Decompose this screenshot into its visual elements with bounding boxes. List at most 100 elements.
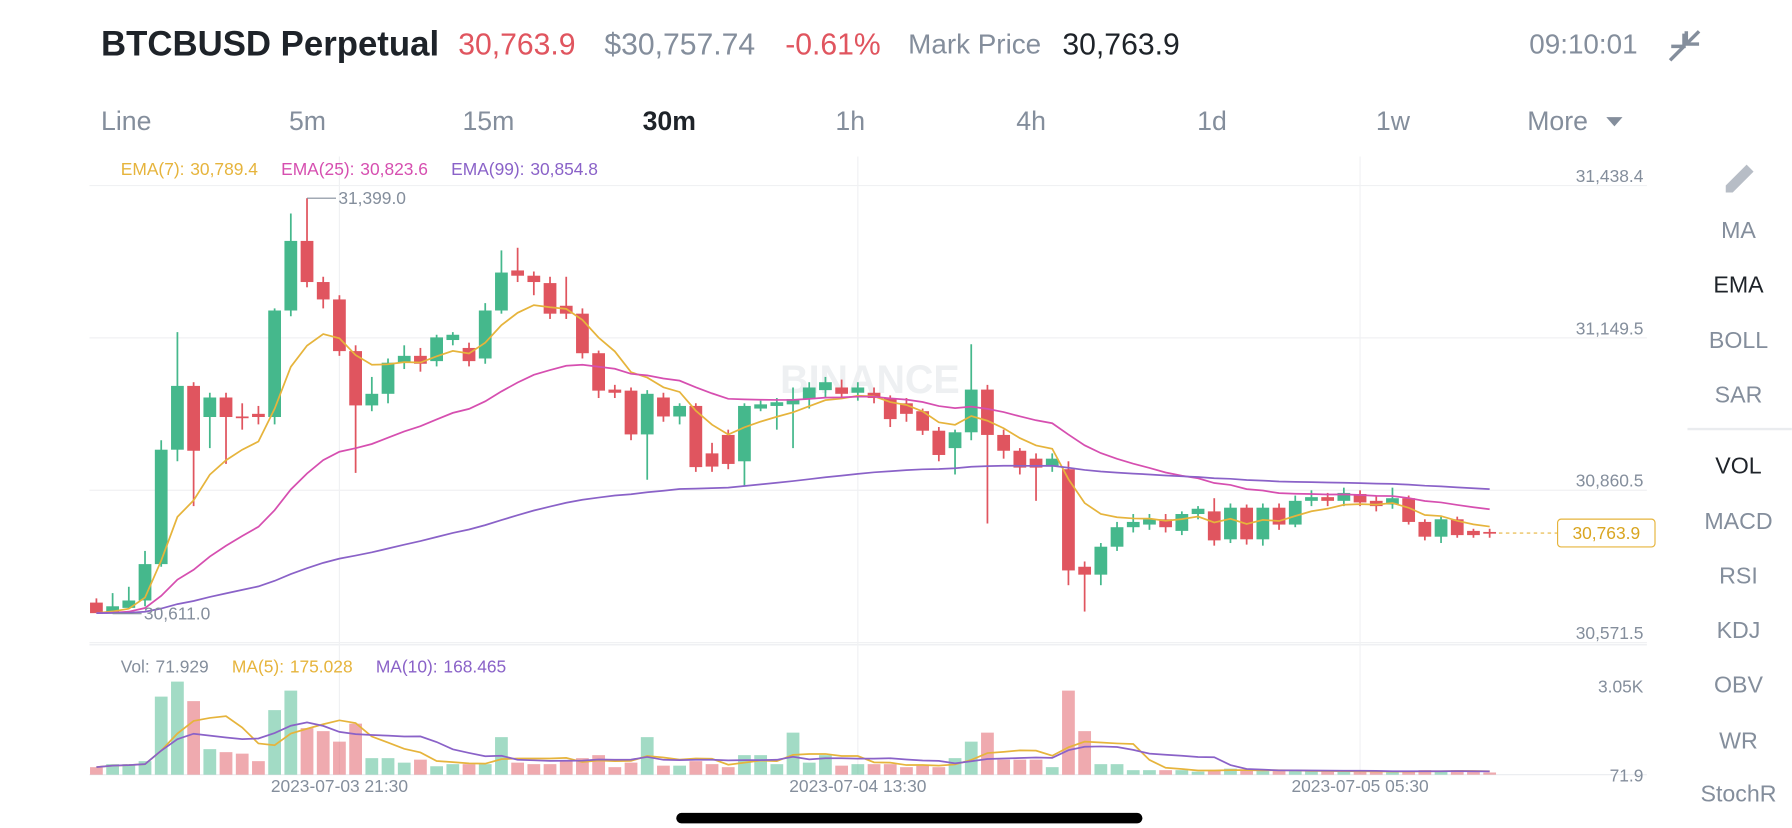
volume-bar [1467,771,1480,775]
volume-bar [1175,770,1189,775]
volume-bar [1094,764,1108,775]
volume-bar [770,764,784,775]
legend-value: 30,789.4 [190,159,258,179]
candle-body [1078,566,1092,575]
candle-body [1353,493,1367,503]
volume-bar [414,759,427,775]
volume-bar [171,681,184,775]
candle-body [203,397,217,418]
y-tick-label: 31,149.5 [1576,318,1644,338]
candle-body [1224,507,1237,540]
volume-bar [252,761,265,775]
interval-tab[interactable]: 1h [835,106,865,136]
candle-body [138,564,152,601]
candle-body [738,405,751,462]
interval-tab[interactable]: More [1527,106,1588,136]
volume-bar [948,758,962,775]
collapse-icon[interactable] [1668,30,1701,62]
legend-name: MA(5): [232,657,284,677]
interval-tab[interactable]: 1w [1376,106,1411,136]
candle-body [1272,507,1286,525]
volume-bar [1207,770,1221,775]
volume-bar [819,755,832,775]
indicator-tab[interactable]: WR [1719,727,1758,753]
indicator-tab[interactable]: VOL [1715,452,1762,478]
candle-body [381,362,395,394]
pencil-icon[interactable] [1725,164,1754,193]
volume-bar [333,741,346,775]
indicator-tab[interactable]: KDJ [1717,617,1761,643]
indicator-tab[interactable]: StochR [1700,781,1776,807]
indicator-tab[interactable]: MACD [1704,508,1772,534]
candle-body [219,397,233,418]
interval-tab[interactable]: 30m [643,106,696,136]
volume-bar [430,766,444,775]
dropdown-arrow [1606,117,1623,127]
candle-body [1110,527,1124,547]
candle-body [1126,521,1140,528]
interval-tab[interactable]: Line [101,106,151,136]
volume-bar [916,765,930,775]
volume-bar [559,761,573,775]
volume-bar [1418,770,1432,775]
indicator-tab[interactable]: RSI [1719,563,1758,589]
indicator-tab[interactable]: OBV [1714,672,1764,698]
volume-bar [1337,771,1351,775]
candle-body [1029,458,1043,468]
usd-price: $30,757.74 [604,28,755,61]
home-indicator [676,812,1143,824]
volume-bar [154,696,168,775]
low-label: 30,611.0 [144,603,210,623]
interval-tab[interactable]: 15m [462,106,514,136]
candle-body [414,355,427,364]
interval-tab[interactable]: 4h [1016,106,1046,136]
volume-bar [527,764,541,775]
indicator-tab[interactable]: BOLL [1709,327,1768,353]
candle-body [657,397,670,417]
candle-body [1159,519,1173,528]
indicator-tab[interactable]: MA [1721,217,1756,243]
volume-bar [219,752,233,775]
indicator-tab[interactable]: EMA [1713,272,1764,298]
volume-bar [1126,770,1140,775]
volume-bar [1062,690,1075,775]
candle-body [1337,492,1351,501]
volume-bar [721,767,735,775]
legend-value: 30,823.6 [360,159,428,179]
candle-body [689,405,703,468]
candle-body [721,434,735,464]
volume-bar [1288,771,1302,775]
volume-bar [592,755,606,775]
interval-tab[interactable]: 5m [289,106,326,136]
volume-bar [932,767,946,775]
volume-bar [381,758,395,775]
vol-ma-line [96,721,1490,773]
volume-bar [835,765,849,775]
legend-value: 30,854.8 [530,159,598,179]
interval-tab[interactable]: 1d [1197,106,1227,136]
candle-body [900,403,913,414]
y-tick-label: 30,860.5 [1576,471,1644,491]
volume-bar [867,764,881,775]
candle-body [154,449,168,565]
mark-price: 30,763.9 [1062,28,1179,61]
candle-body [122,600,136,608]
volume-bar [802,762,816,775]
volume-bar [478,764,492,775]
volume-bar [1045,767,1059,775]
volume-bar [1386,771,1399,775]
volume-bar [754,755,768,775]
candle-body [1402,498,1416,522]
price-tag [1557,518,1656,548]
volume-bar [705,764,719,775]
candle-body [268,310,281,418]
candle-body [705,453,719,467]
volume-bar [187,701,200,775]
indicator-tab[interactable]: SAR [1715,382,1763,408]
candle-body [1175,514,1189,531]
volume-bar [511,762,525,775]
candle-body [1207,511,1221,541]
change: -0.61% [785,28,881,61]
volume-bar [1272,771,1286,775]
